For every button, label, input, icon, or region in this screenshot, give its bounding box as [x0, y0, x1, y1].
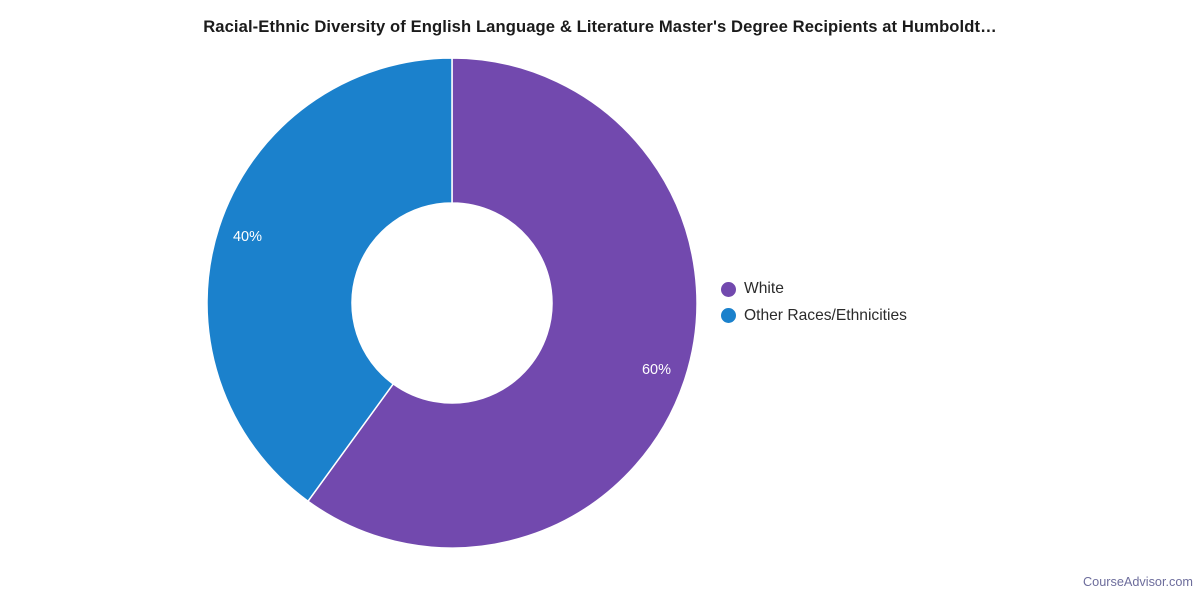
svg-text:60%: 60% — [642, 362, 671, 378]
svg-text:40%: 40% — [233, 229, 262, 245]
